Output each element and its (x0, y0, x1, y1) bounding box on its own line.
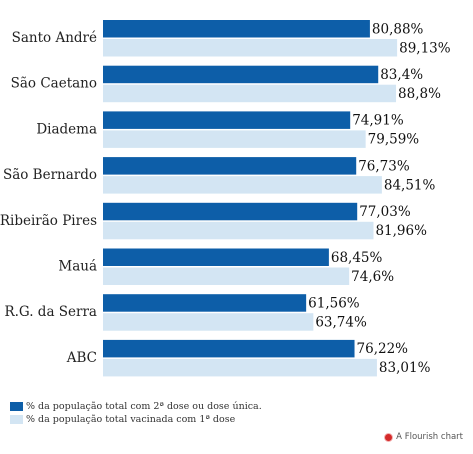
legend-swatch-second-dose (10, 402, 23, 411)
value-label-maua-second-dose: 68,45% (331, 250, 383, 266)
value-label-ribeirao-pires-second-dose: 77,03% (359, 204, 411, 220)
legend: % da população total com 2ª dose ou dose… (10, 400, 262, 426)
bar-santo-andre-first-dose (103, 39, 398, 57)
value-label-sao-caetano-second-dose: 83,4% (380, 67, 423, 83)
value-label-sao-caetano-first-dose: 88,8% (398, 86, 441, 102)
bar-ribeirao-pires-second-dose (103, 202, 358, 221)
flourish-credit-label: A Flourish chart (396, 432, 463, 442)
value-label-r-g-da-serra-first-dose: 63,74% (315, 314, 367, 330)
bar-diadema-first-dose (103, 130, 366, 148)
category-label-diadema: Diadema (36, 121, 97, 137)
bar-maua-second-dose (103, 248, 329, 266)
legend-label-second-dose: % da população total com 2ª dose ou dose… (26, 401, 262, 412)
bar-sao-bernardo-second-dose (103, 157, 357, 175)
legend-label-first-dose: % da população total vacinada com 1ª dos… (26, 414, 236, 425)
bar-santo-andre-second-dose (103, 20, 370, 38)
flourish-credit[interactable]: A Flourish chart (385, 432, 463, 442)
value-label-diadema-first-dose: 79,59% (368, 132, 420, 148)
legend-swatch-first-dose (10, 415, 23, 424)
bar-r-g-da-serra-second-dose (103, 294, 307, 312)
value-label-santo-andre-second-dose: 80,88% (372, 21, 424, 37)
legend-item-first-dose: % da população total vacinada com 1ª dos… (10, 413, 262, 426)
bar-maua-first-dose (103, 267, 350, 285)
bar-ribeirao-pires-first-dose (103, 221, 374, 240)
category-label-abc: ABC (66, 350, 97, 366)
legend-item-second-dose: % da população total com 2ª dose ou dose… (10, 400, 262, 413)
bar-diadema-second-dose (103, 111, 351, 129)
value-label-santo-andre-first-dose: 89,13% (399, 40, 451, 56)
category-label-ribeirao-pires: Ribeirão Pires (0, 213, 97, 229)
value-label-ribeirao-pires-first-dose: 81,96% (375, 223, 427, 239)
category-label-sao-bernardo: São Bernardo (3, 167, 97, 183)
flourish-logo-icon (385, 433, 393, 441)
bar-sao-bernardo-first-dose (103, 176, 382, 194)
category-label-maua: Mauá (58, 259, 97, 275)
value-label-sao-bernardo-first-dose: 84,51% (384, 177, 436, 193)
bar-chart: Santo André 80,88% 89,13% São Caetano 83,4% 8… (0, 20, 451, 377)
value-label-abc-first-dose: 83,01% (379, 360, 431, 376)
bar-abc-second-dose (103, 339, 355, 358)
value-label-r-g-da-serra-second-dose: 61,56% (308, 295, 360, 311)
value-label-maua-first-dose: 74,6% (351, 269, 394, 285)
bar-abc-first-dose (103, 358, 377, 377)
value-label-sao-bernardo-second-dose: 76,73% (358, 158, 410, 174)
bar-sao-caetano-second-dose (103, 65, 379, 84)
category-label-santo-andre: Santo André (12, 30, 97, 46)
category-label-sao-caetano: São Caetano (11, 76, 97, 92)
category-label-r-g-da-serra: R.G. da Serra (4, 304, 97, 320)
value-label-abc-second-dose: 76,22% (357, 341, 409, 357)
value-label-diadema-second-dose: 74,91% (352, 113, 404, 129)
bar-r-g-da-serra-first-dose (103, 313, 314, 331)
bar-sao-caetano-first-dose (103, 84, 397, 103)
